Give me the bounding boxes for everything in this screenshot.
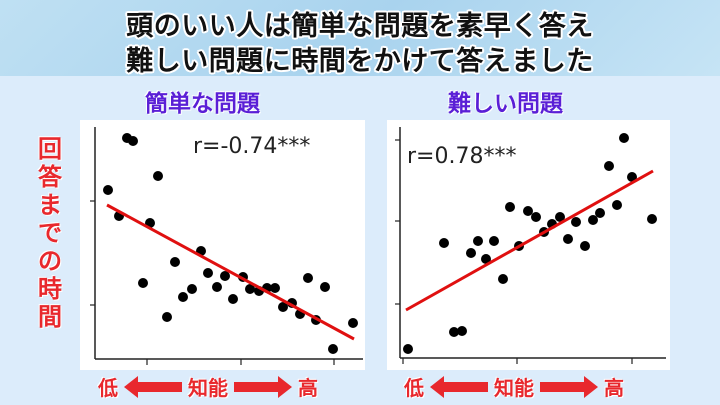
x-low-label: 低 [98,376,118,400]
data-point [439,238,449,248]
data-point [203,268,213,278]
data-point [505,202,515,212]
left-chart-title: 簡単な問題 [145,91,260,117]
data-point [612,200,622,210]
trend-line [405,169,654,312]
x-mid-label: 知能 [494,376,534,400]
arrow-left-icon [124,375,182,398]
data-point [128,136,138,146]
right-x-axis-label: 低 知能 高 [404,372,624,401]
data-point [466,248,476,258]
data-point [153,171,163,181]
data-point [473,236,483,246]
left-x-axis-label: 低 知能 高 [98,372,318,401]
x-high-label: 高 [604,376,624,400]
data-point [523,206,533,216]
x-mid-label: 知能 [188,376,228,400]
right-chart-title: 難しい問題 [448,91,563,117]
right-chart-panel [387,120,670,370]
data-point [595,208,605,218]
data-point [563,234,573,244]
data-point [220,271,230,281]
correlation-annotation: r=0.78*** [407,144,516,169]
data-point [278,302,288,312]
data-point [303,273,313,283]
data-point [531,212,541,222]
data-point [228,294,238,304]
data-point [457,326,467,336]
data-point [320,282,330,292]
data-point [647,214,657,224]
data-point [187,284,197,294]
data-point [270,283,280,293]
y-axis-label: 回答までの時間 [38,135,62,331]
data-point [245,284,255,294]
left-chart-panel [80,120,365,370]
data-point [170,257,180,267]
data-point [178,292,188,302]
data-point [627,172,637,182]
data-point [348,318,358,328]
data-point [588,215,598,225]
x-low-label: 低 [404,376,424,400]
trend-line [106,203,355,341]
data-point [604,161,614,171]
data-point [162,312,172,322]
data-point [571,217,581,227]
data-point [580,241,590,251]
data-point [328,344,338,354]
data-point [103,185,113,195]
title-banner: 頭のいい人は簡単な問題を素早く答え 難しい問題に時間をかけて答えました [0,0,720,77]
data-point [619,133,629,143]
data-point [138,278,148,288]
data-point [449,327,459,337]
data-point [489,236,499,246]
x-high-label: 高 [298,376,318,400]
arrow-left-icon [430,375,488,398]
data-point [498,274,508,284]
arrow-right-icon [540,375,598,398]
data-point [212,282,222,292]
title-line-1: 頭のいい人は簡単な問題を素早く答え [126,11,594,42]
data-point [403,344,413,354]
title-line-2: 難しい問題に時間をかけて答えました [126,46,594,77]
data-point [481,254,491,264]
arrow-right-icon [234,375,292,398]
correlation-annotation: r=-0.74*** [193,134,310,159]
data-point [555,212,565,222]
